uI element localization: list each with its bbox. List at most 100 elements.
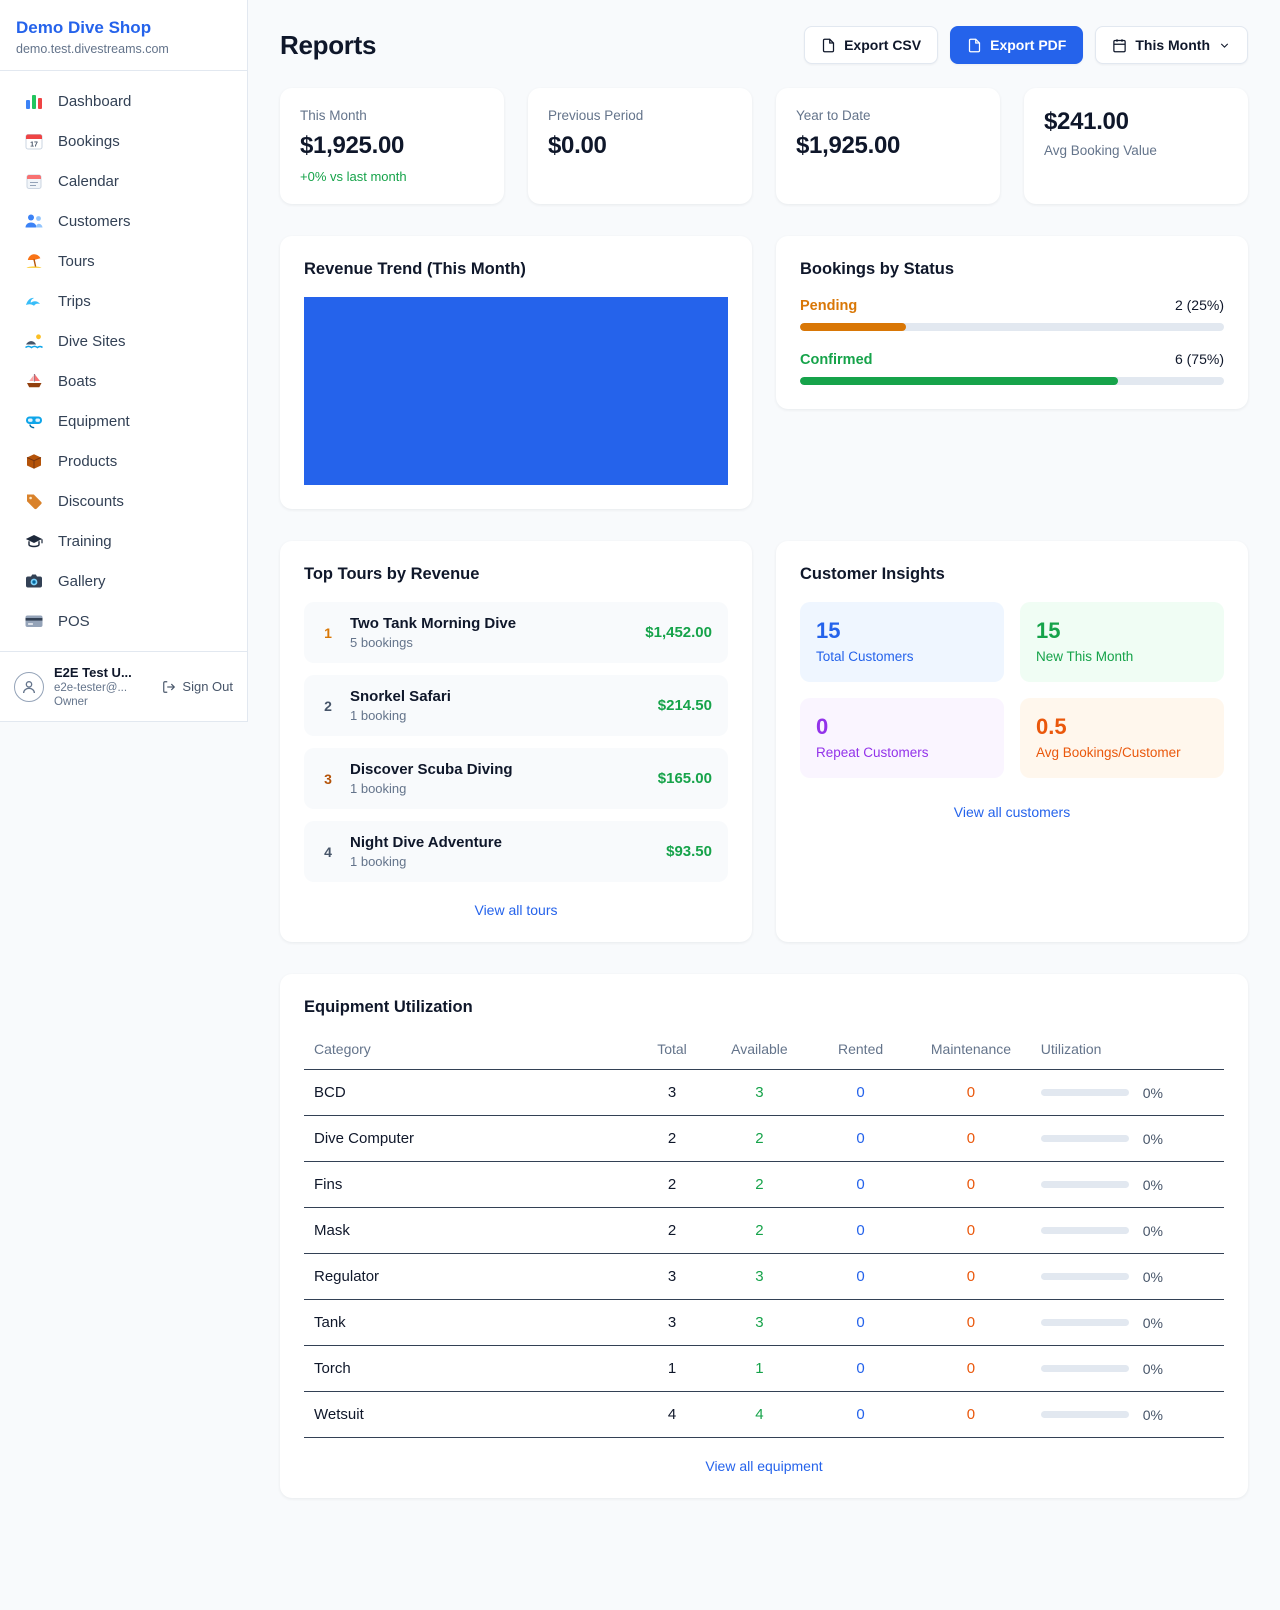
insight-tiles: 15 Total Customers 15 New This Month 0 R… xyxy=(800,602,1224,778)
period-selector[interactable]: This Month xyxy=(1095,26,1248,64)
customer-insights-title: Customer Insights xyxy=(800,565,945,583)
utilization-bar xyxy=(1040,1135,1129,1142)
tour-name: Two Tank Morning Dive xyxy=(350,615,517,632)
calendar-date-icon: 17 xyxy=(24,131,44,151)
column-header-maintenance: Maintenance xyxy=(911,1035,1031,1070)
cell-maintenance: 0 xyxy=(911,1115,1031,1162)
cell-maintenance: 0 xyxy=(911,1161,1031,1208)
revenue-trend-chart xyxy=(304,297,728,485)
cell-total: 2 xyxy=(635,1115,709,1162)
sidebar-item-equipment[interactable]: Equipment xyxy=(0,401,247,441)
tile-value: 0 xyxy=(816,714,829,739)
progress-track xyxy=(800,377,1224,385)
sidebar-item-bookings[interactable]: 17 Bookings xyxy=(0,121,247,161)
column-header-utilization: Utilization xyxy=(1030,1035,1224,1070)
sign-out-label: Sign Out xyxy=(182,679,233,694)
utilization-percent: 0% xyxy=(1142,1406,1163,1423)
sign-out-button[interactable]: Sign Out xyxy=(162,679,233,694)
sidebar-item-dashboard[interactable]: Dashboard xyxy=(0,81,247,121)
user-role: Owner xyxy=(54,696,88,708)
export-pdf-button[interactable]: Export PDF xyxy=(950,26,1084,64)
table-row: Mask 2 2 0 0 0% xyxy=(304,1207,1224,1254)
utilization-percent: 0% xyxy=(1142,1084,1163,1101)
user-section: E2E Test U... e2e-tester@... Owner Sign … xyxy=(0,651,247,721)
person-icon xyxy=(23,680,35,693)
cell-total: 2 xyxy=(635,1161,709,1208)
stats-row: This Month $1,925.00 +0% vs last month P… xyxy=(280,88,1248,204)
sidebar-item-training[interactable]: Training xyxy=(0,521,247,561)
cell-available: 1 xyxy=(708,1345,810,1392)
cell-available: 2 xyxy=(708,1161,810,1208)
sidebar-item-label: Products xyxy=(58,452,118,470)
sidebar-item-gallery[interactable]: Gallery xyxy=(0,561,247,601)
utilization-bar xyxy=(1040,1319,1129,1326)
export-csv-button[interactable]: Export CSV xyxy=(804,26,939,64)
tour-name: Snorkel Safari xyxy=(350,688,451,705)
table-row: BCD 3 3 0 0 0% xyxy=(304,1069,1224,1116)
sidebar-item-tours[interactable]: Tours xyxy=(0,241,247,281)
status-label: Confirmed xyxy=(800,352,873,368)
tour-rank: 3 xyxy=(324,770,332,787)
sidebar-item-products[interactable]: Products xyxy=(0,441,247,481)
tile-avg-bookings-per-customer: 0.5 Avg Bookings/Customer xyxy=(1020,698,1224,778)
revenue-trend-title: Revenue Trend (This Month) xyxy=(304,260,526,278)
sidebar-item-trips[interactable]: Trips xyxy=(0,281,247,321)
tour-rank: 1 xyxy=(324,624,332,641)
utilization-percent: 0% xyxy=(1142,1314,1163,1331)
stat-label: Year to Date xyxy=(796,108,871,123)
view-all-customers-link[interactable]: View all customers xyxy=(953,804,1071,820)
status-row-confirmed: Confirmed 6 (75%) xyxy=(800,351,1224,385)
cell-total: 3 xyxy=(635,1069,709,1116)
sidebar-item-boats[interactable]: Boats xyxy=(0,361,247,401)
wave-icon xyxy=(24,291,44,311)
credit-card-icon xyxy=(24,611,44,631)
sidebar-item-label: Boats xyxy=(58,372,97,390)
bookings-by-status-card: Bookings by Status Pending 2 (25%) Confi… xyxy=(776,236,1248,409)
tour-bookings: 1 booking xyxy=(350,708,407,723)
main-content: Reports Export CSV Export PDF This Month xyxy=(248,0,1280,1562)
cell-available: 3 xyxy=(708,1253,810,1300)
view-all-equipment-link[interactable]: View all equipment xyxy=(705,1458,823,1474)
cell-total: 1 xyxy=(635,1345,709,1392)
sidebar-item-label: Trips xyxy=(58,292,91,310)
sidebar-item-dive-sites[interactable]: Dive Sites xyxy=(0,321,247,361)
stat-card-this-month: This Month $1,925.00 +0% vs last month xyxy=(280,88,504,204)
brand-name: Demo Dive Shop xyxy=(16,18,152,37)
stat-card-previous-period: Previous Period $0.00 xyxy=(528,88,752,204)
brand-domain: demo.test.divestreams.com xyxy=(16,42,169,56)
tour-row: 1 Two Tank Morning Dive 5 bookings $1,45… xyxy=(304,602,728,663)
box-icon xyxy=(24,451,44,471)
cell-total: 3 xyxy=(635,1253,709,1300)
sidebar-item-discounts[interactable]: Discounts xyxy=(0,481,247,521)
cell-available: 3 xyxy=(708,1069,810,1116)
table-row: Tank 3 3 0 0 0% xyxy=(304,1299,1224,1346)
sidebar-item-pos[interactable]: POS xyxy=(0,601,247,641)
sidebar-item-calendar[interactable]: Calendar xyxy=(0,161,247,201)
file-icon xyxy=(822,38,835,52)
sidebar-item-label: Bookings xyxy=(58,132,120,150)
status-count: 6 (75%) xyxy=(1174,351,1224,367)
top-tours-title: Top Tours by Revenue xyxy=(304,565,480,583)
stat-label: Avg Booking Value xyxy=(1044,143,1157,158)
calendar-icon xyxy=(1113,38,1127,52)
cell-rented: 0 xyxy=(809,1161,912,1208)
stat-label: Previous Period xyxy=(548,108,644,123)
file-icon xyxy=(968,38,981,52)
bar-chart-icon xyxy=(24,91,44,111)
stat-card-year-to-date: Year to Date $1,925.00 xyxy=(776,88,1000,204)
cell-utilization: 0% xyxy=(1030,1207,1224,1254)
progress-fill xyxy=(800,377,1118,385)
utilization-percent: 0% xyxy=(1142,1360,1163,1377)
tile-value: 15 xyxy=(1036,618,1061,643)
stat-card-avg-booking-value: $241.00 Avg Booking Value xyxy=(1024,88,1248,204)
graduation-cap-icon xyxy=(24,531,44,551)
view-all-tours-link[interactable]: View all tours xyxy=(474,902,558,918)
people-icon xyxy=(24,211,44,231)
stat-value: $241.00 xyxy=(1044,108,1129,135)
cell-total: 4 xyxy=(635,1391,709,1438)
sidebar-item-customers[interactable]: Customers xyxy=(0,201,247,241)
tour-revenue: $214.50 xyxy=(657,697,712,714)
cell-utilization: 0% xyxy=(1030,1069,1224,1116)
tile-repeat-customers: 0 Repeat Customers xyxy=(800,698,1004,778)
cell-available: 2 xyxy=(708,1115,810,1162)
